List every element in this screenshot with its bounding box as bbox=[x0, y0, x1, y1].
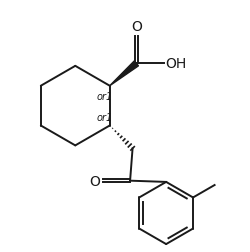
Text: OH: OH bbox=[166, 57, 187, 71]
Text: or1: or1 bbox=[96, 112, 112, 122]
Text: or1: or1 bbox=[96, 91, 112, 101]
Text: O: O bbox=[89, 174, 100, 188]
Text: O: O bbox=[131, 20, 142, 34]
Polygon shape bbox=[110, 62, 138, 86]
